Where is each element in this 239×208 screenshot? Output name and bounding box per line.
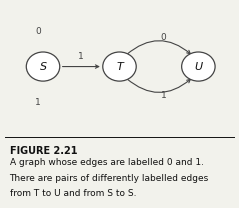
Text: S: S <box>39 62 47 72</box>
Text: A graph whose edges are labelled 0 and 1.: A graph whose edges are labelled 0 and 1… <box>10 158 204 167</box>
Text: 0: 0 <box>35 27 41 36</box>
Text: 1: 1 <box>161 91 167 100</box>
Text: There are pairs of differently labelled edges: There are pairs of differently labelled … <box>10 174 209 183</box>
Text: T: T <box>116 62 123 72</box>
Circle shape <box>26 52 60 81</box>
Text: FIGURE 2.21: FIGURE 2.21 <box>10 146 77 156</box>
Text: 1: 1 <box>78 52 84 61</box>
Text: U: U <box>194 62 202 72</box>
Circle shape <box>103 52 136 81</box>
Text: 0: 0 <box>161 33 167 42</box>
Text: 1: 1 <box>35 98 41 107</box>
Circle shape <box>182 52 215 81</box>
Text: from T to U and from S to S.: from T to U and from S to S. <box>10 189 136 198</box>
